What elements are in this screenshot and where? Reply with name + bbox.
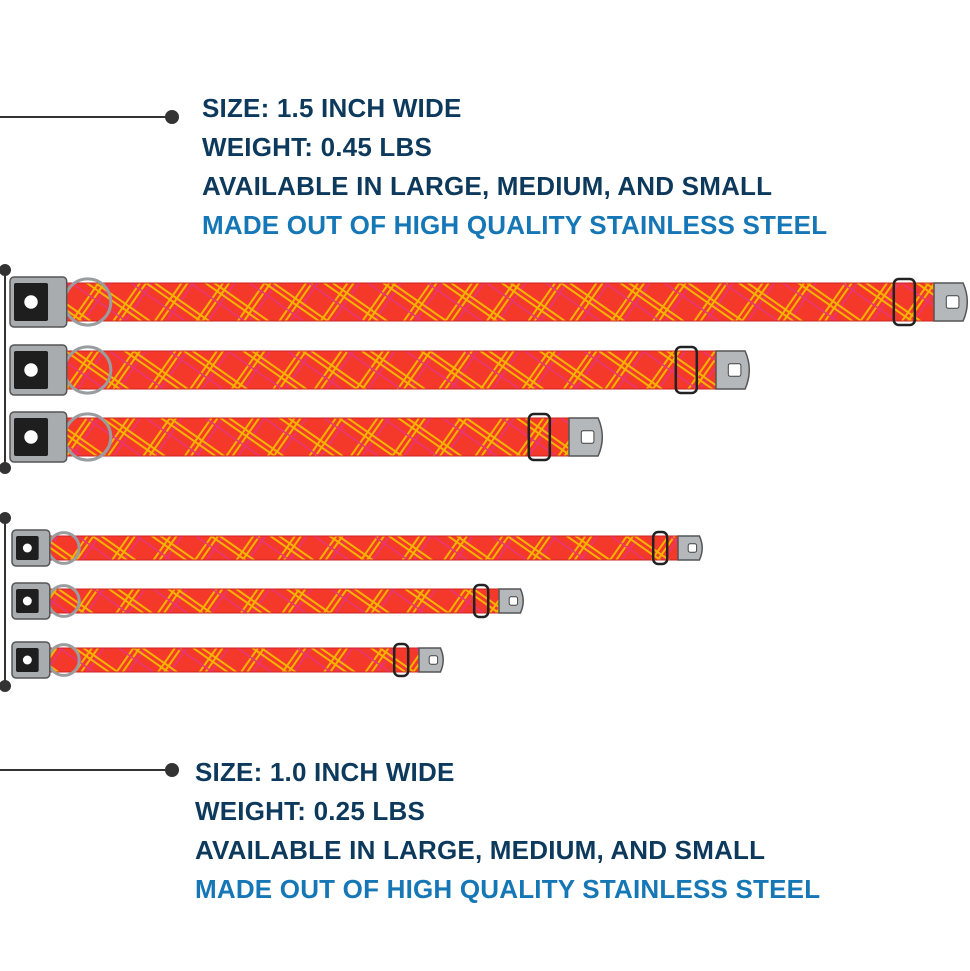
buckle-logo [24,363,38,377]
spec-line: WEIGHT: 0.25 LBS [195,796,426,826]
spec-line: AVAILABLE IN LARGE, MEDIUM, AND SMALL [202,171,773,201]
strap [62,282,937,322]
spec-line: AVAILABLE IN LARGE, MEDIUM, AND SMALL [195,835,766,865]
buckle-logo [22,543,32,553]
tongue-slot [508,596,519,606]
slider [472,583,490,619]
collars [9,276,969,679]
collar [9,276,969,328]
strap [62,350,719,390]
tongue-slot [945,295,960,309]
spec-line: MADE OUT OF HIGH QUALITY STAINLESS STEEL [202,210,828,240]
collar [11,529,703,567]
spec-block: SIZE: 1.5 INCH WIDE WEIGHT: 0.45 LBS AVA… [202,89,827,245]
strap [62,417,572,457]
slider [651,530,669,566]
spec-line: SIZE: 1.0 INCH WIDE [195,757,455,787]
tongue-slot [580,430,595,444]
tongue-slot [727,363,742,377]
strap [45,535,681,561]
slider [674,345,699,395]
spec-line: WEIGHT: 0.45 LBS [202,132,433,162]
tongue-slot [687,543,698,553]
collar [9,344,751,396]
spec-line: SIZE: 1.5 INCH WIDE [202,93,462,123]
buckle-logo [24,430,38,444]
spec-block: SIZE: 1.0 INCH WIDE WEIGHT: 0.25 LBS AVA… [195,753,820,909]
slider [892,277,917,327]
strap [45,647,422,673]
buckle-logo [22,596,32,606]
tongue-slot [428,655,439,665]
collar [9,411,604,463]
spec-line: MADE OUT OF HIGH QUALITY STAINLESS STEEL [195,874,821,904]
collar [11,582,524,620]
buckle-logo [24,295,38,309]
leader-lines [0,110,179,777]
slider [527,412,552,462]
collar [11,641,444,679]
strap [45,588,502,614]
slider [392,642,410,678]
buckle-logo [22,655,32,665]
